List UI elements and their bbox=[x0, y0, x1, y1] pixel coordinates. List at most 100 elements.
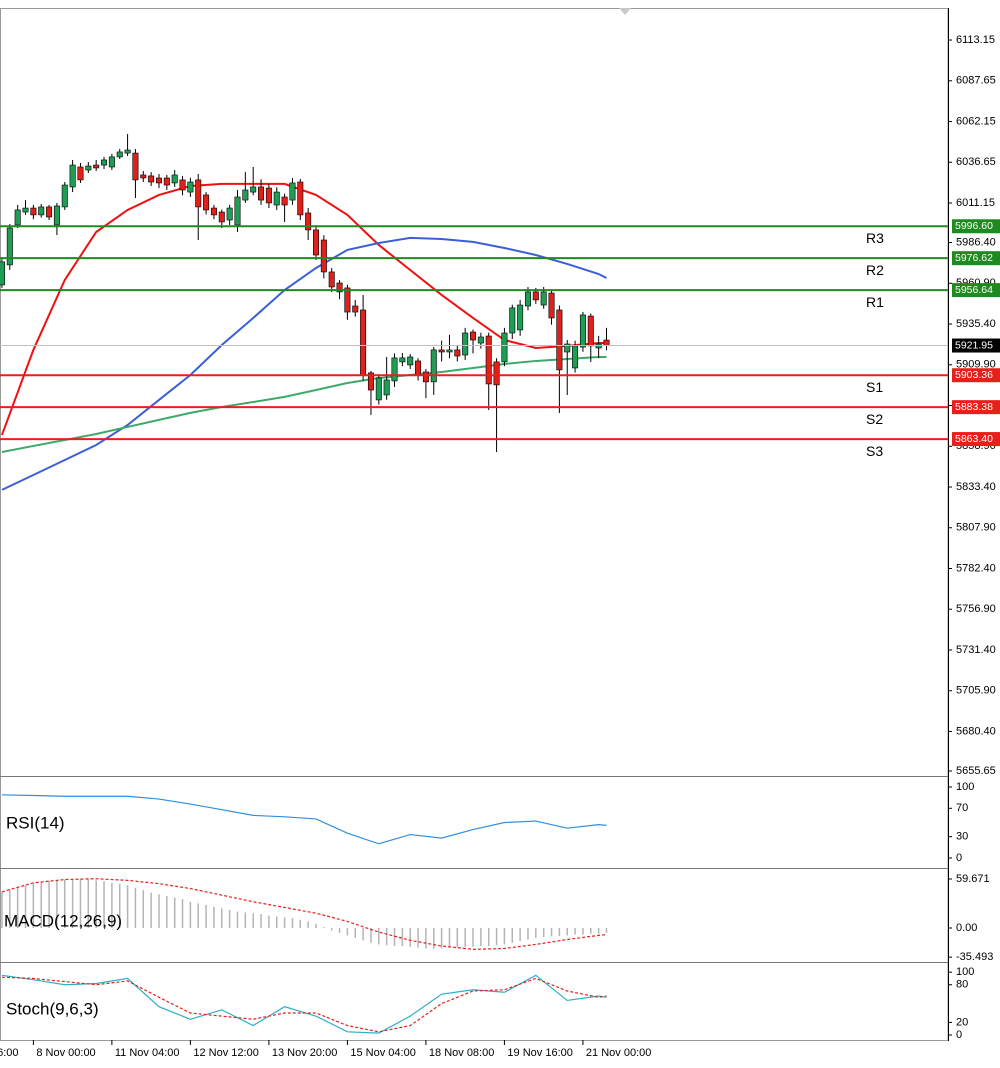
candle-body bbox=[289, 182, 296, 201]
y-tick-label: 5655.65 bbox=[956, 765, 996, 777]
candle-body bbox=[391, 357, 398, 382]
y-tick-label: 5909.90 bbox=[956, 359, 996, 371]
x-tick-label: 13 Nov 20:00 bbox=[272, 1047, 337, 1059]
x-tick-label: 6:00 bbox=[0, 1047, 19, 1059]
candle-body bbox=[430, 349, 437, 383]
candle-body bbox=[375, 377, 382, 401]
indicator-line bbox=[1, 976, 607, 1033]
candle-body bbox=[265, 187, 272, 204]
candle-body bbox=[407, 356, 414, 366]
candle-body bbox=[250, 186, 257, 193]
y-tick-label: 100 bbox=[956, 781, 974, 793]
y-tick-label: 6011.15 bbox=[956, 197, 995, 209]
candle-body bbox=[218, 211, 225, 223]
y-tick-label: 5705.90 bbox=[956, 685, 996, 697]
candle-body bbox=[328, 271, 335, 288]
candle-body bbox=[53, 205, 60, 226]
y-tick-label: 5756.90 bbox=[956, 603, 996, 615]
y-tick-label: 59.671 bbox=[956, 873, 990, 885]
shift-marker bbox=[619, 8, 631, 15]
candle-body bbox=[320, 239, 327, 273]
level-name: R3 bbox=[866, 230, 884, 246]
candle-body bbox=[140, 174, 147, 179]
y-tick-label: 100 bbox=[956, 966, 974, 978]
candle-body bbox=[30, 207, 37, 216]
level-name: R2 bbox=[866, 262, 884, 278]
candle-body bbox=[367, 372, 374, 391]
y-tick-label: 6036.65 bbox=[956, 156, 996, 168]
candle-body bbox=[344, 287, 351, 313]
candle-body bbox=[234, 196, 241, 226]
y-tick-label: 5782.40 bbox=[956, 562, 996, 574]
candle-body bbox=[352, 305, 359, 313]
y-tick-label: 5986.40 bbox=[956, 236, 996, 248]
level-box bbox=[952, 400, 1000, 415]
y-tick-label: 5731.40 bbox=[956, 644, 996, 656]
level-name: S1 bbox=[866, 379, 883, 395]
moving-average bbox=[1, 355, 607, 453]
indicator-line bbox=[1, 974, 607, 1034]
candle-body bbox=[22, 207, 29, 213]
level-name: R1 bbox=[866, 294, 884, 310]
level-label: 5863.40 bbox=[955, 433, 993, 445]
x-tick-label: 18 Nov 08:00 bbox=[429, 1047, 494, 1059]
candle-body bbox=[454, 349, 461, 357]
y-tick-label: 80 bbox=[956, 979, 968, 991]
candle-body bbox=[101, 159, 108, 166]
candle-body bbox=[517, 304, 524, 331]
candle-body bbox=[485, 335, 492, 385]
candle-body bbox=[312, 229, 319, 256]
y-tick-label: 0 bbox=[956, 1029, 962, 1041]
candle-body bbox=[124, 149, 131, 154]
candle-body bbox=[438, 349, 445, 353]
level-label: 5956.64 bbox=[955, 284, 993, 296]
level-box bbox=[952, 283, 1000, 298]
x-tick-label: 12 Nov 12:00 bbox=[193, 1047, 258, 1059]
y-tick-label: 0 bbox=[956, 852, 962, 864]
candle-body bbox=[187, 181, 194, 193]
candle-body bbox=[242, 189, 249, 201]
level-label: 5996.60 bbox=[955, 220, 993, 232]
candle-body bbox=[556, 309, 563, 371]
candle-body bbox=[116, 151, 123, 158]
level-box bbox=[952, 251, 1000, 266]
candle-body bbox=[422, 371, 429, 383]
candle-body bbox=[399, 357, 406, 363]
candle-body bbox=[85, 165, 92, 171]
y-tick-label: 30 bbox=[956, 831, 968, 843]
panel-title: Stoch(9,6,3) bbox=[6, 999, 99, 1018]
candle-body bbox=[297, 181, 304, 216]
level-box bbox=[952, 432, 1000, 447]
panel-title: MACD(12,26,9) bbox=[4, 911, 122, 930]
candle-body bbox=[509, 307, 516, 334]
x-tick-label: 11 Nov 04:00 bbox=[115, 1047, 180, 1059]
candle-body bbox=[281, 196, 288, 206]
y-tick-label: 70 bbox=[956, 802, 968, 814]
candle-body bbox=[210, 207, 217, 216]
candle-body bbox=[446, 349, 453, 353]
candle-body bbox=[470, 331, 477, 341]
candle-body bbox=[415, 360, 422, 376]
x-tick-label: 8 Nov 00:00 bbox=[36, 1047, 95, 1059]
candle-body bbox=[493, 361, 500, 386]
y-tick-label: 5680.40 bbox=[956, 725, 996, 737]
candle-body bbox=[532, 291, 539, 301]
candle-body bbox=[132, 152, 139, 181]
candle-body bbox=[0, 261, 5, 286]
x-tick-label: 19 Nov 16:00 bbox=[507, 1047, 572, 1059]
x-tick-label: 21 Nov 00:00 bbox=[586, 1047, 651, 1059]
candle-body bbox=[587, 315, 594, 347]
y-tick-label: 5807.90 bbox=[956, 522, 996, 534]
candle-body bbox=[273, 191, 280, 206]
plot-frame bbox=[0, 8, 949, 1041]
candle-body bbox=[336, 282, 343, 293]
candle-body bbox=[524, 291, 531, 307]
candle-body bbox=[226, 207, 233, 221]
candle-body bbox=[203, 194, 210, 211]
y-tick-label: -35.493 bbox=[956, 951, 993, 963]
y-tick-label: 5833.40 bbox=[956, 481, 996, 493]
level-label: 5903.36 bbox=[955, 369, 993, 381]
candle-body bbox=[108, 156, 115, 168]
indicator-line bbox=[1, 794, 607, 845]
last-price-box bbox=[952, 338, 1000, 353]
